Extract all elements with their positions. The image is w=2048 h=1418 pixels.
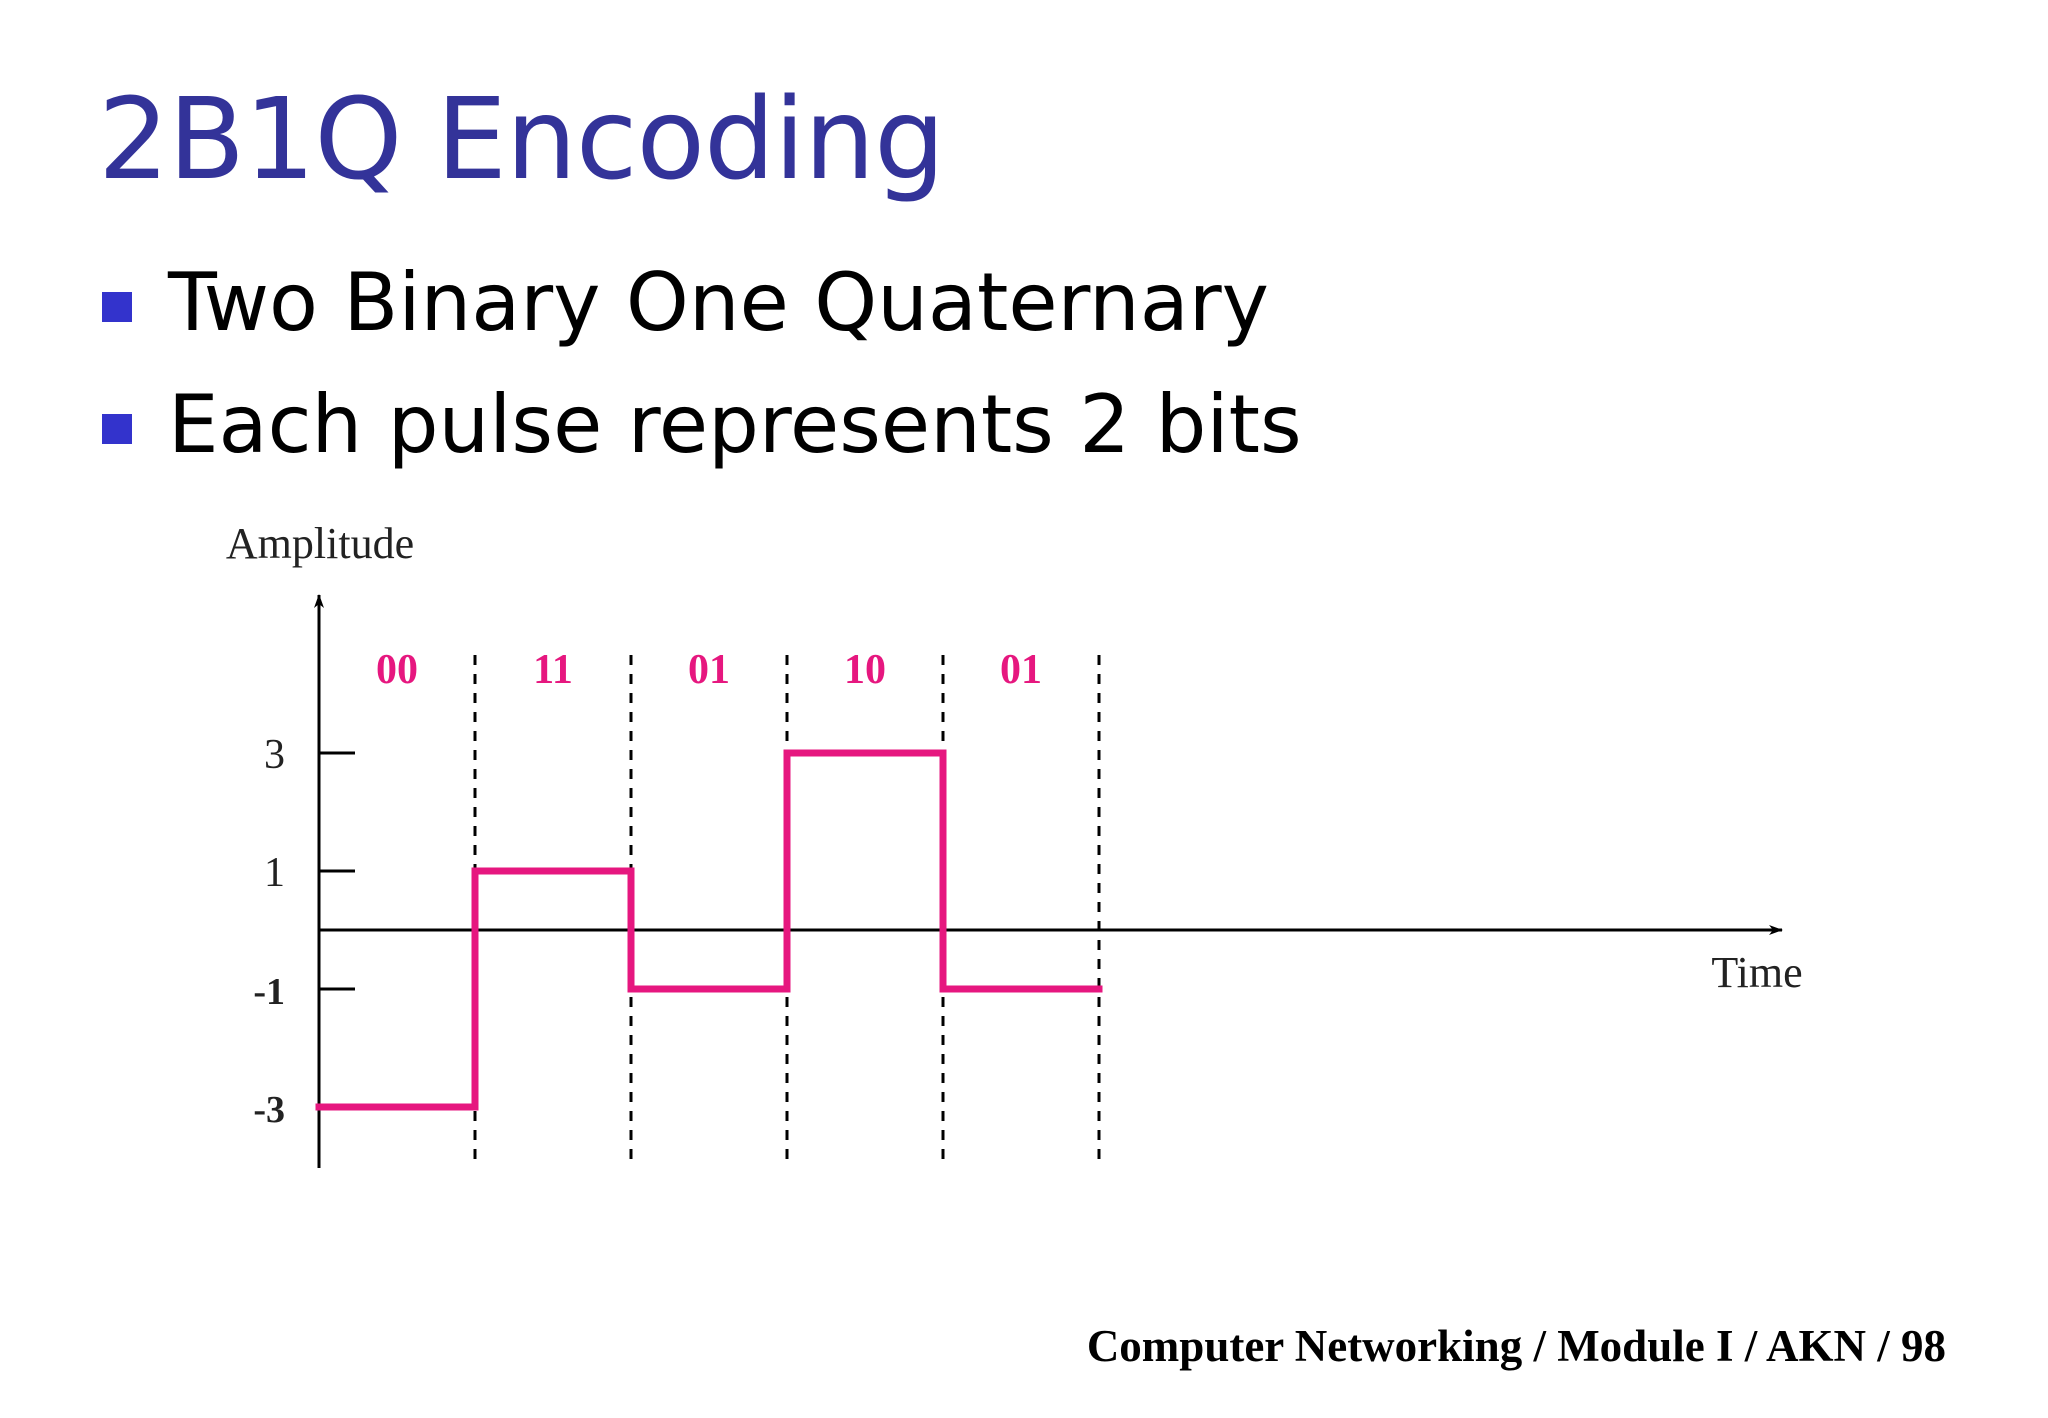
- x-axis-label: Time: [1711, 948, 1802, 997]
- bullet-text: Two Binary One Quaternary: [168, 256, 1269, 349]
- y-tick-label: 3: [264, 732, 285, 778]
- bit-pair-label: 11: [533, 647, 573, 693]
- y-tick-label: 1: [264, 850, 285, 896]
- bit-pair-label: 00: [376, 647, 418, 693]
- bit-pair-label: 10: [844, 647, 886, 693]
- square-bullet-icon: [102, 292, 132, 322]
- y-tick-label: -3: [253, 1089, 285, 1131]
- bullet-item: Each pulse represents 2 bits: [100, 370, 1302, 492]
- y-axis-label: Amplitude: [226, 519, 414, 568]
- bullet-item: Two Binary One Quaternary: [100, 248, 1302, 370]
- bit-pair-label: 01: [688, 647, 730, 693]
- slide-title: 2B1Q Encoding: [98, 75, 945, 205]
- y-tick-label: -1: [253, 971, 285, 1013]
- bit-pair-label: 01: [1000, 647, 1042, 693]
- square-bullet-icon: [102, 414, 132, 444]
- bullet-text: Each pulse represents 2 bits: [168, 378, 1302, 471]
- bullet-list: Two Binary One Quaternary Each pulse rep…: [100, 248, 1302, 492]
- slide-footer: Computer Networking / Module I / AKN / 9…: [1086, 1321, 1946, 1371]
